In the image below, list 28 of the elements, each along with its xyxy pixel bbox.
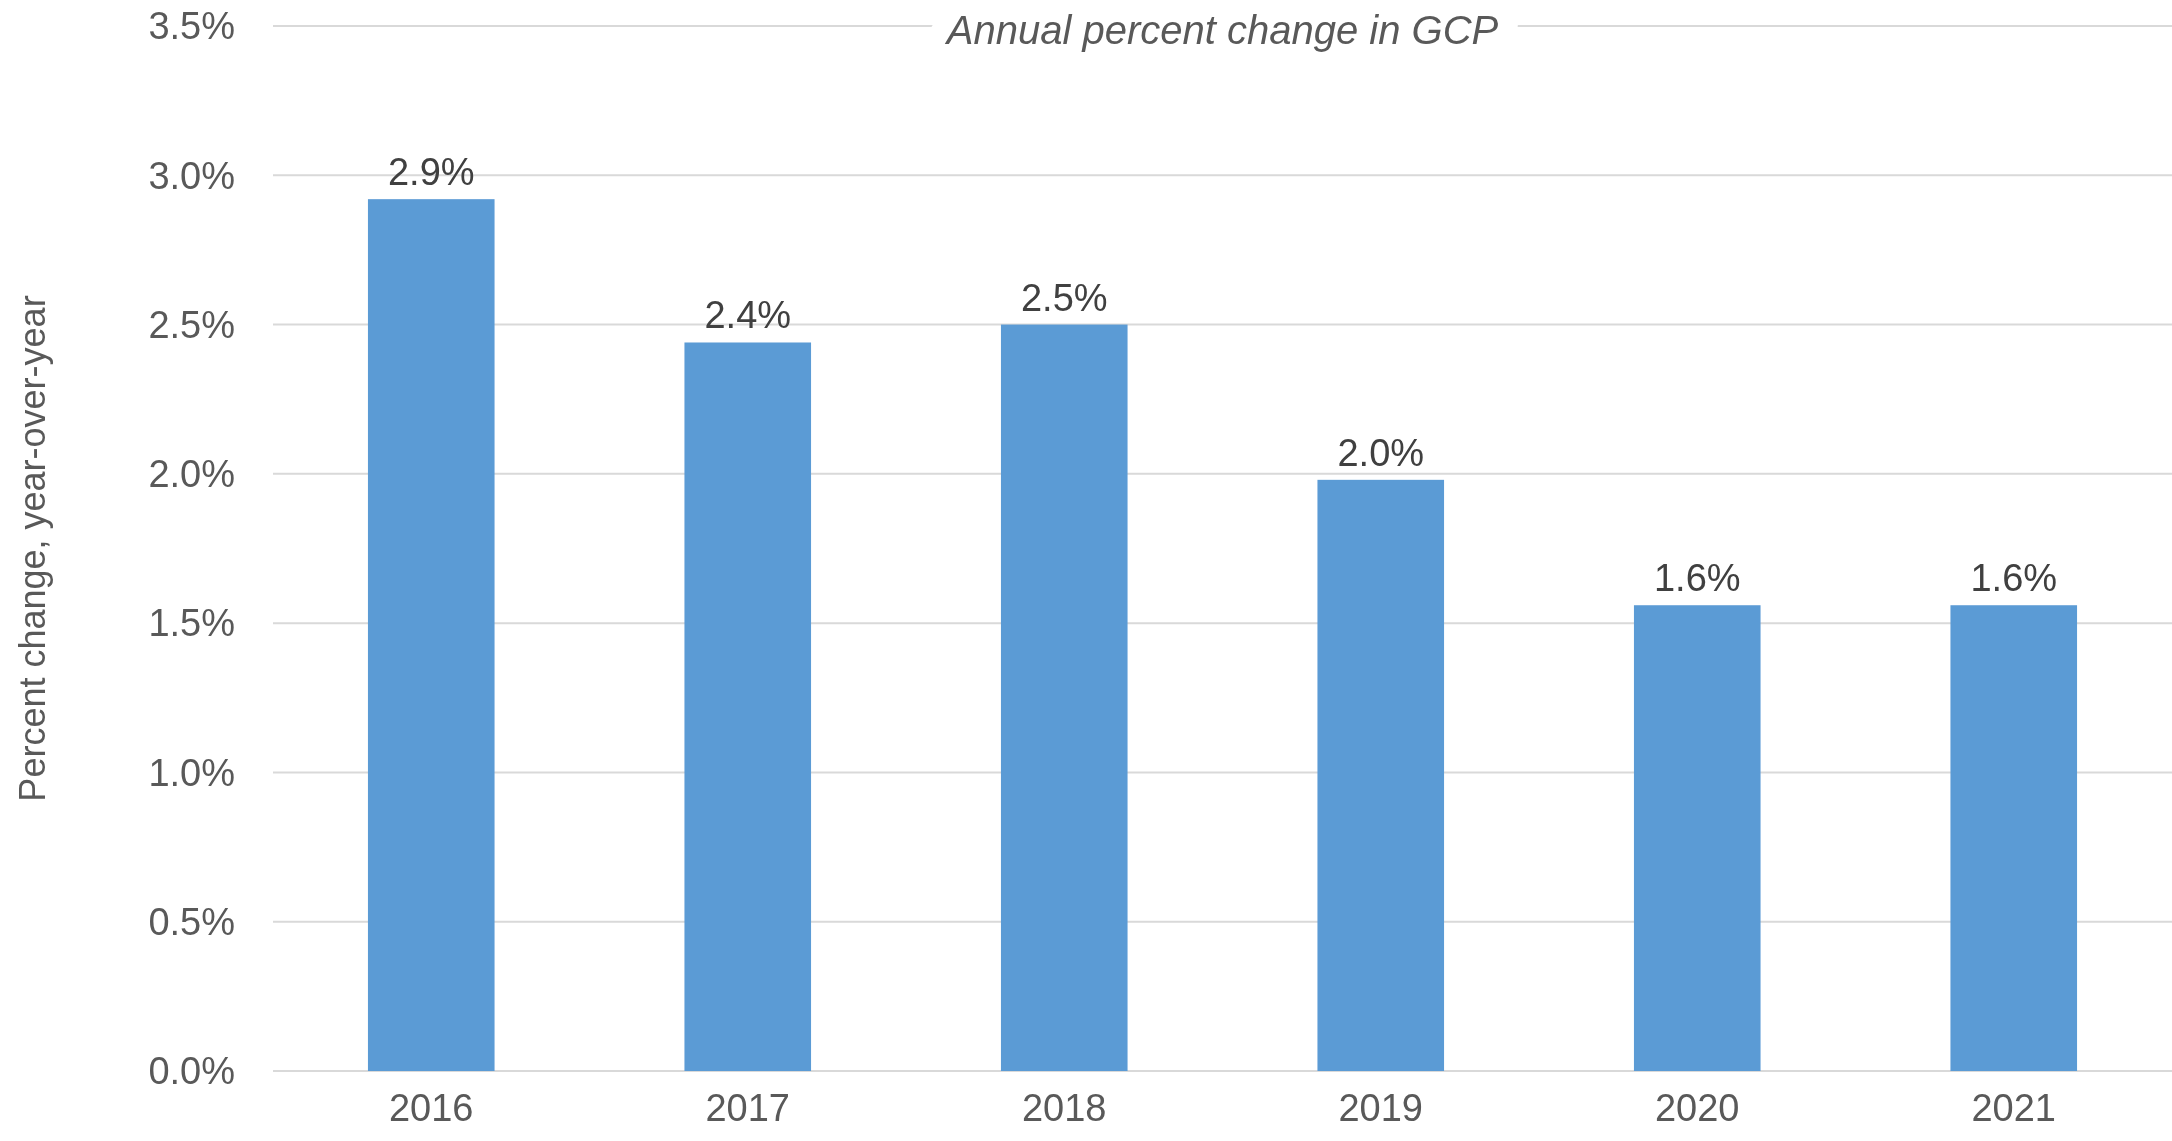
data-label: 1.6% xyxy=(1653,557,1741,600)
y-tick-label: 2.5% xyxy=(148,303,235,346)
data-label: 1.6% xyxy=(1970,557,2058,600)
chart-title: Annual percent change in GCP xyxy=(944,8,1499,52)
data-label: 2.0% xyxy=(1337,431,1425,474)
x-tick-label: 2020 xyxy=(1654,1087,1740,1129)
data-label: 2.4% xyxy=(704,294,792,337)
bar xyxy=(684,342,812,1071)
data-label: 2.5% xyxy=(1020,276,1108,319)
x-tick-label: 2019 xyxy=(1338,1087,1424,1129)
x-tick-label: 2016 xyxy=(388,1087,474,1129)
bar xyxy=(1633,605,1761,1071)
bar xyxy=(1000,324,1128,1071)
y-axis-title: Percent change, year-over-year xyxy=(12,295,53,802)
y-tick-label: 1.5% xyxy=(148,602,235,645)
y-tick-label: 1.0% xyxy=(148,751,235,794)
bar xyxy=(1317,479,1445,1071)
data-label: 2.9% xyxy=(387,151,475,194)
y-tick-label: 0.5% xyxy=(148,901,235,944)
bar xyxy=(367,199,495,1071)
bar xyxy=(1950,605,2078,1071)
y-tick-label: 2.0% xyxy=(148,453,235,496)
x-tick-label: 2017 xyxy=(705,1087,791,1129)
x-tick-label: 2021 xyxy=(1971,1087,2057,1129)
y-tick-label: 0.0% xyxy=(148,1050,235,1093)
x-tick-label: 2018 xyxy=(1021,1087,1107,1129)
y-tick-label: 3.5% xyxy=(148,5,235,48)
y-tick-label: 3.0% xyxy=(148,154,235,197)
